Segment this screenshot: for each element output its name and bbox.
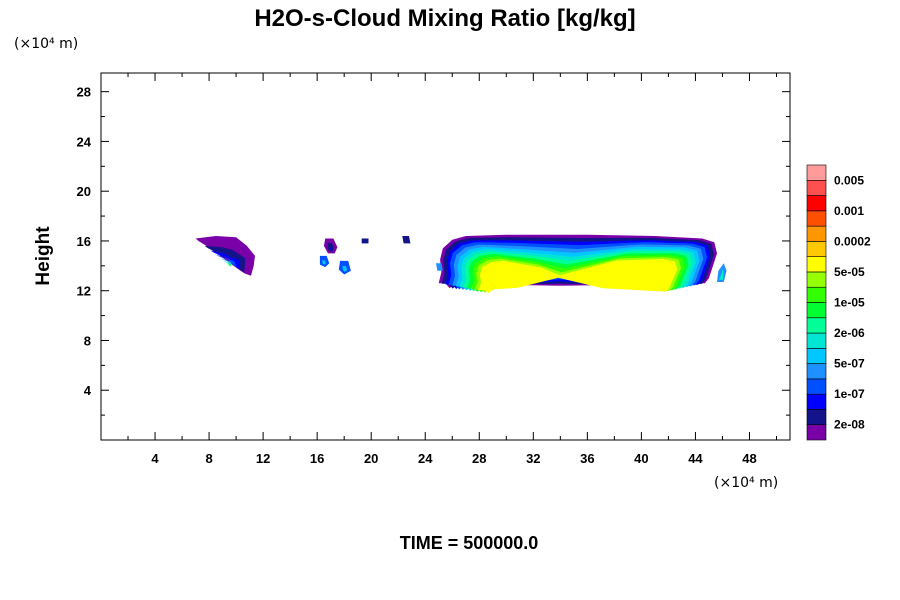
x-tick-label: 8	[205, 451, 212, 466]
contour-band	[717, 263, 727, 282]
colorbar-label: 1e-05	[834, 296, 865, 310]
cloud-region	[361, 238, 369, 244]
y-tick-label: 20	[77, 184, 91, 199]
colorbar-swatch	[806, 393, 827, 410]
cloud-region	[319, 255, 330, 268]
colorbar-label: 1e-07	[834, 387, 865, 401]
cloud-contours	[195, 234, 727, 293]
time-footer: TIME = 500000.0	[400, 533, 539, 553]
chart-title: H2O-s-Cloud Mixing Ratio [kg/kg]	[254, 5, 635, 32]
x-tick-label: 4	[151, 451, 159, 466]
x-tick-label: 12	[256, 451, 270, 466]
x-tick-label: 40	[634, 451, 648, 466]
colorbar-swatch	[806, 225, 827, 242]
colorbar-swatch	[806, 256, 827, 273]
colorbar-swatch	[806, 195, 827, 212]
x-tick-label: 28	[472, 451, 486, 466]
colorbar: 2e-08 1e-07 5e-07 2e-06 1e-05 5e-05 0.0002 0.00…	[806, 164, 871, 441]
colorbar-swatch	[806, 302, 827, 319]
contour-band	[215, 254, 237, 268]
x-tick-label: 48	[742, 451, 756, 466]
contour-band	[402, 236, 411, 244]
x-axis: 4 8 12 16 20 24 28 32 36 40 44 48	[127, 73, 777, 466]
contour-band	[204, 245, 246, 272]
contour-band	[323, 262, 325, 264]
colorbar-label: 0.0002	[834, 234, 871, 248]
cloud-region	[717, 263, 727, 282]
colorbar-swatch	[806, 286, 827, 303]
colorbar-swatch	[806, 378, 827, 395]
colorbar-label: 5e-05	[834, 265, 865, 279]
contour-band	[329, 247, 331, 250]
contour-band	[720, 271, 723, 279]
x-tick-label: 20	[364, 451, 378, 466]
contour-band	[322, 260, 326, 265]
colorbar-swatch	[806, 363, 827, 380]
y-axis: 4 8 12 16 20 24 28	[77, 85, 790, 416]
colorbar-swatch	[806, 317, 827, 334]
contour-band	[219, 257, 234, 266]
colorbar-swatch	[806, 210, 827, 227]
y-tick-label: 16	[77, 234, 91, 249]
y-unit-label: (×10⁴ m)	[14, 36, 78, 52]
contour-band	[210, 250, 240, 270]
cloud-region	[195, 236, 255, 276]
colorbar-swatch	[806, 164, 827, 181]
contour-band	[436, 263, 443, 271]
y-tick-label: 24	[77, 134, 92, 149]
x-unit-label: (×10⁴ m)	[714, 475, 778, 491]
colorbar-swatch	[806, 332, 827, 349]
y-tick-label: 8	[84, 333, 91, 348]
x-tick-label: 16	[310, 451, 324, 466]
colorbar-swatch	[806, 241, 827, 257]
contour-band	[478, 259, 678, 293]
colorbar-label: 0.005	[834, 173, 864, 187]
x-tick-label: 36	[580, 451, 594, 466]
colorbar-swatch	[806, 424, 827, 441]
colorbar-swatch	[806, 409, 827, 426]
colorbar-swatch	[806, 179, 827, 196]
cloud-region	[436, 263, 443, 271]
colorbar-swatch	[806, 271, 827, 288]
colorbar-label: 2e-06	[834, 326, 865, 340]
x-tick-label: 32	[526, 451, 540, 466]
cloud-region	[323, 238, 338, 254]
cloud-region	[402, 236, 411, 244]
contour-band	[361, 238, 369, 244]
plot-frame	[100, 72, 791, 441]
colorbar-label: 2e-08	[834, 418, 865, 432]
colorbar-label: 5e-07	[834, 357, 865, 371]
contour-band	[327, 242, 334, 252]
contour-band	[342, 266, 348, 272]
x-tick-label: 44	[688, 451, 703, 466]
contour-band	[227, 264, 231, 267]
contour-band	[343, 268, 345, 271]
y-tick-label: 4	[84, 383, 92, 398]
y-tick-label: 12	[77, 284, 91, 299]
y-tick-label: 28	[77, 85, 91, 100]
cloud-region	[338, 260, 351, 275]
colorbar-label: 0.001	[834, 204, 864, 218]
cloud-region	[438, 234, 717, 293]
y-axis-label: Height	[33, 226, 54, 286]
x-tick-label: 24	[418, 451, 433, 466]
colorbar-swatch	[806, 348, 827, 364]
